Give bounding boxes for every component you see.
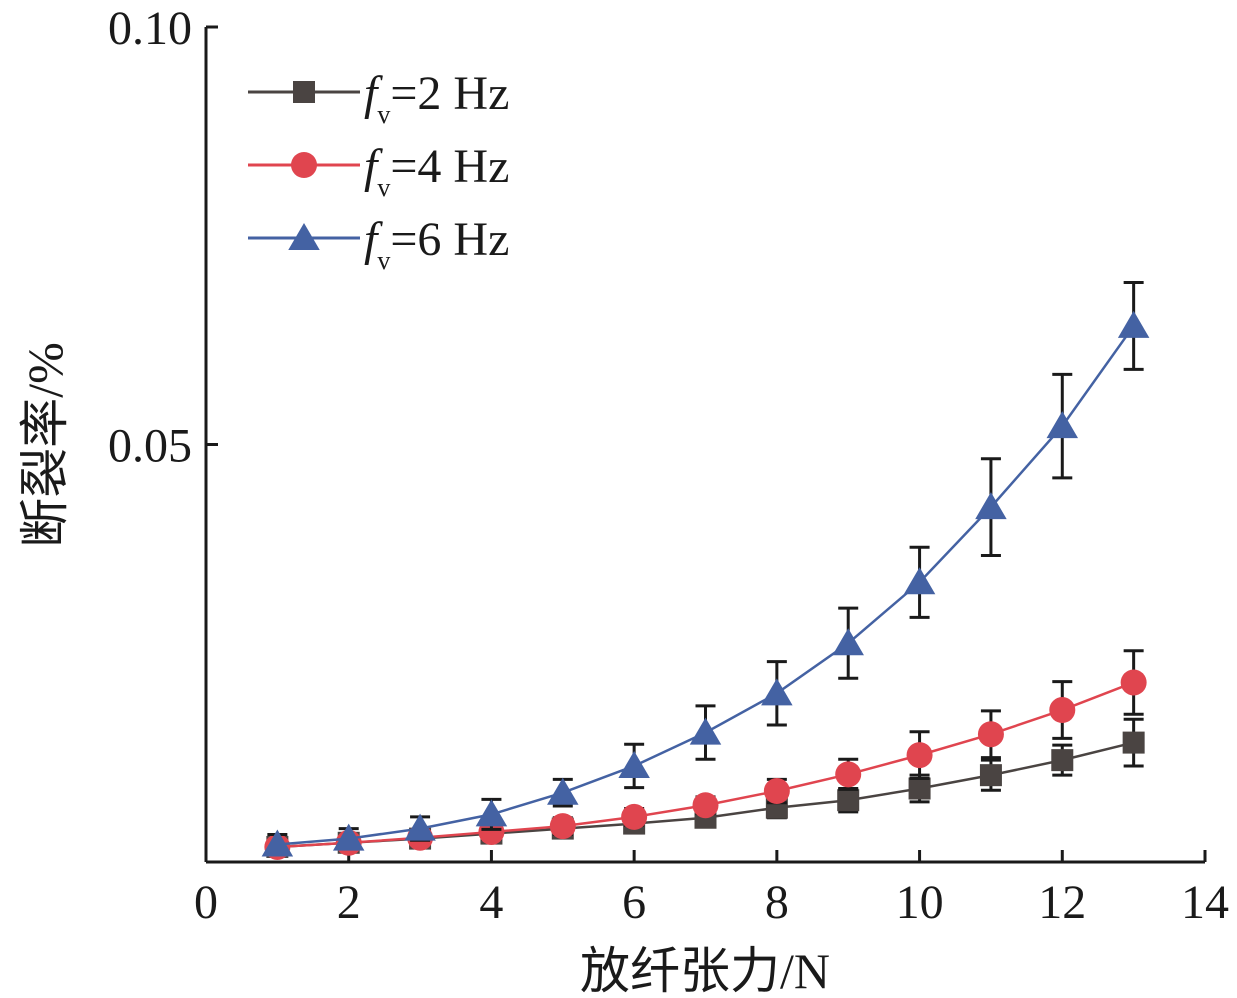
legend-marker (288, 223, 320, 250)
y-axis-label: 断裂率/% (17, 342, 73, 548)
data-point (549, 813, 576, 840)
legend-label: fv=4 Hz (364, 140, 509, 202)
x-axis-label: 放纤张力/N (580, 943, 830, 998)
x-tick-label: 0 (194, 876, 218, 929)
data-point (977, 721, 1004, 748)
data-point (1120, 669, 1147, 696)
series-3 (261, 281, 1150, 857)
data-point (975, 492, 1007, 520)
y-tick-label: 0.10 (108, 2, 192, 55)
legend-label: fv=6 Hz (364, 213, 509, 275)
data-point (621, 803, 648, 830)
x-tick-label: 4 (479, 876, 503, 929)
x-tick-label: 12 (1038, 876, 1086, 929)
x-ticks: 0 2 4 6 8 10 12 14 (194, 850, 1229, 929)
legend-marker (293, 81, 315, 103)
x-tick-label: 2 (337, 876, 361, 929)
data-point (1122, 731, 1145, 754)
x-tick-label: 8 (765, 876, 789, 929)
data-point (1049, 697, 1076, 724)
legend-label: fv=2 Hz (364, 67, 509, 129)
data-point (1046, 411, 1079, 439)
legend-item: fv=6 Hz (248, 213, 509, 275)
legend: fv=2 Hz fv=4 Hz fv=6 Hz (248, 67, 509, 275)
data-point (761, 678, 793, 706)
data-point (1051, 749, 1074, 772)
y-tick-label: 0.05 (108, 420, 192, 473)
data-point (547, 777, 579, 805)
x-tick-label: 10 (896, 876, 944, 929)
legend-item: fv=4 Hz (248, 140, 509, 202)
data-point (332, 823, 365, 851)
data-point (835, 761, 862, 788)
data-point (903, 567, 936, 595)
data-point (906, 742, 933, 769)
legend-item: fv=2 Hz (248, 67, 509, 129)
y-ticks: 0.05 0.10 (108, 2, 218, 473)
data-point (763, 778, 790, 805)
data-point (404, 813, 436, 841)
data-point (1117, 310, 1150, 338)
data-point (979, 764, 1002, 787)
legend-marker (291, 152, 317, 178)
data-point (692, 792, 719, 819)
data-point (689, 717, 722, 745)
x-tick-label: 14 (1181, 876, 1229, 929)
data-point (261, 829, 294, 857)
x-tick-label: 6 (622, 876, 646, 929)
series-layer (261, 281, 1150, 860)
data-point (618, 750, 650, 778)
data-point (908, 777, 931, 800)
data-point (837, 789, 860, 812)
data-point (475, 799, 508, 827)
series-line (277, 325, 1135, 846)
data-point (832, 628, 864, 656)
